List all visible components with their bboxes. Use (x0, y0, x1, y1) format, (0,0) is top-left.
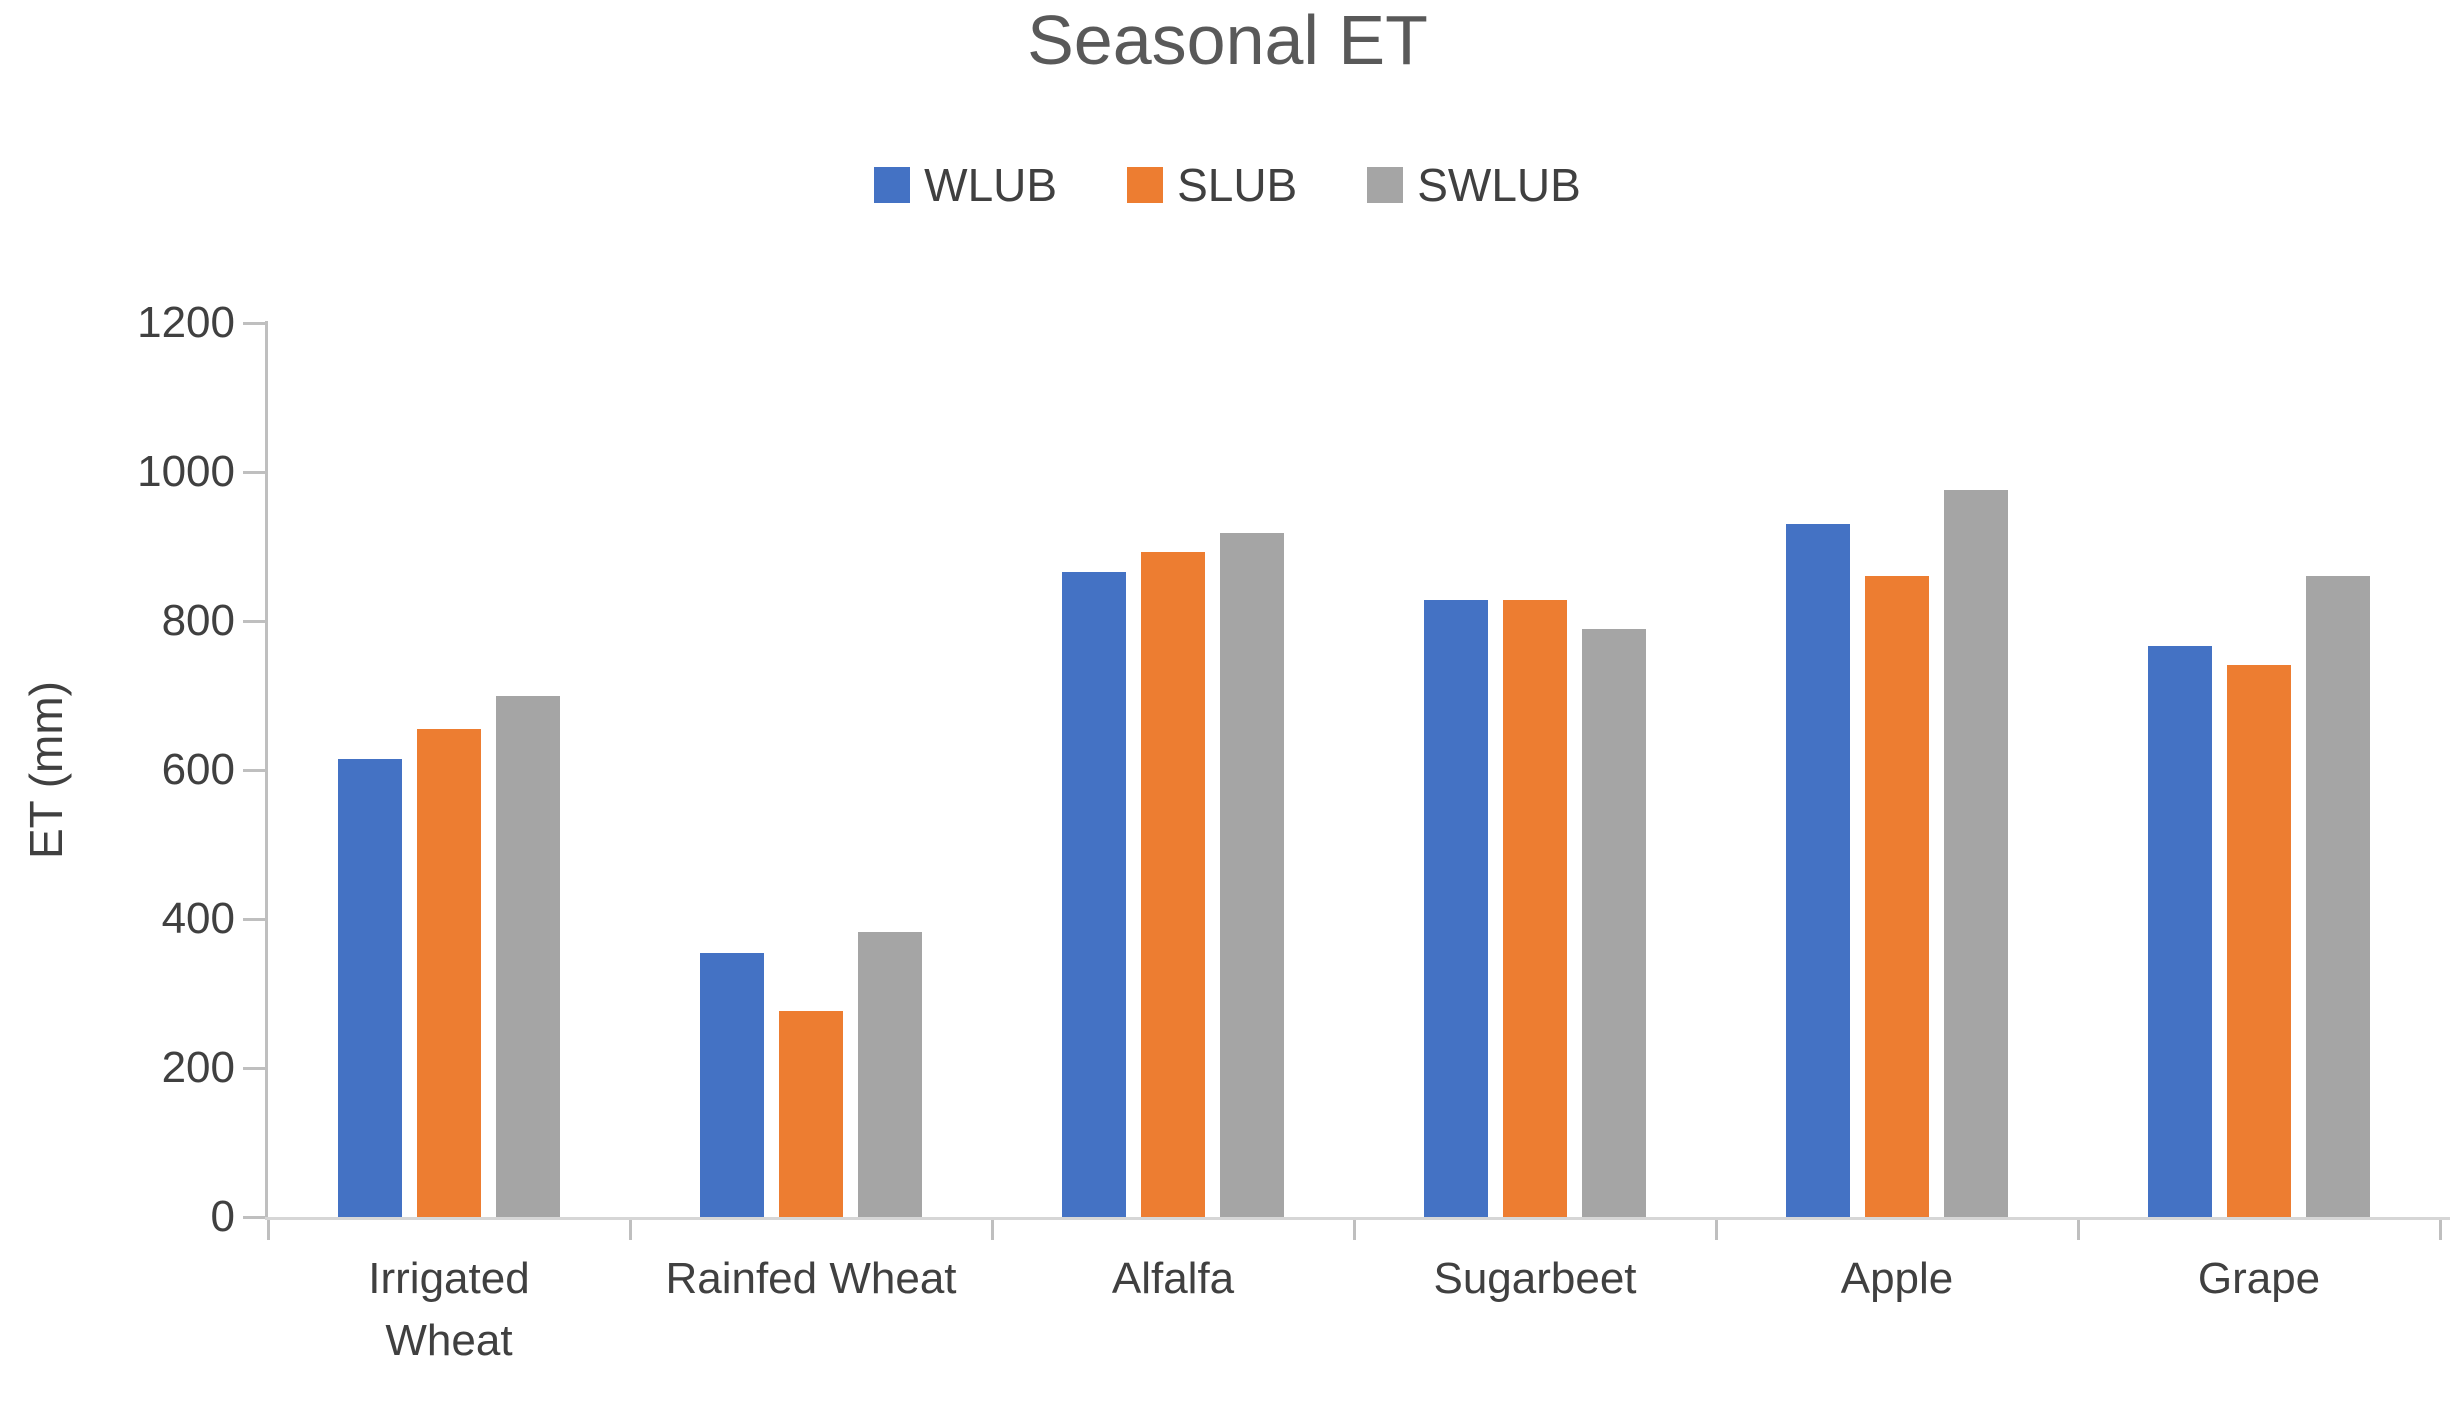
legend-swatch-slub (1127, 167, 1164, 203)
bar-wlub-irrigated-wheat (338, 758, 402, 1217)
bar-wlub-alfalfa (1062, 571, 1126, 1217)
category-label: Alfalfa (1111, 1254, 1235, 1303)
bar-swlub-grape (2306, 576, 2370, 1217)
x-axis-line (265, 1217, 2450, 1220)
category-label: Irrigated Wheat (368, 1254, 530, 1365)
bar-slub-apple (1865, 576, 1929, 1217)
y-tick-label: 400 (161, 894, 235, 943)
y-axis-tick (243, 769, 265, 772)
bar-wlub-rainfed-wheat (700, 952, 764, 1217)
x-axis-tick (990, 1220, 994, 1240)
legend-item-slub: SLUB (1127, 158, 1297, 212)
y-axis-tick (243, 1216, 265, 1219)
category-label: Rainfed Wheat (665, 1254, 957, 1303)
x-axis-tick (1714, 1220, 1718, 1240)
legend-label-swlub: SWLUB (1417, 159, 1581, 211)
y-tick-label: 1200 (137, 298, 235, 347)
bar-swlub-irrigated-wheat (496, 695, 560, 1217)
legend-label-wlub: WLUB (924, 159, 1058, 211)
x-axis-tick (1352, 1220, 1356, 1240)
bar-slub-sugarbeet (1503, 600, 1567, 1217)
legend-swatch-wlub (874, 167, 911, 203)
y-tick-label: 0 (210, 1192, 235, 1241)
y-axis-tick (243, 1067, 265, 1070)
y-axis-tick (243, 322, 265, 325)
bar-swlub-alfalfa (1220, 533, 1284, 1217)
legend-item-wlub: WLUB (874, 158, 1057, 212)
x-axis-tick (2438, 1220, 2442, 1240)
bar-wlub-grape (2148, 645, 2212, 1217)
bar-wlub-sugarbeet (1424, 600, 1488, 1217)
y-tick-label: 200 (161, 1043, 235, 1092)
y-axis-tick (243, 471, 265, 474)
category-label: Apple (1840, 1254, 1954, 1303)
x-axis-tick (2076, 1220, 2080, 1240)
bar-slub-grape (2227, 664, 2291, 1217)
y-axis-tick (243, 620, 265, 623)
legend-label-slub: SLUB (1177, 159, 1298, 211)
bar-swlub-apple (1944, 489, 2008, 1217)
bar-slub-irrigated-wheat (417, 729, 481, 1217)
category-label: Sugarbeet (1433, 1254, 1637, 1303)
legend: WLUB SLUB SWLUB (0, 158, 2455, 212)
bar-slub-rainfed-wheat (779, 1010, 843, 1217)
chart-title: Seasonal ET (1027, 1, 1428, 79)
y-tick-label: 1000 (137, 447, 235, 496)
legend-swatch-swlub (1367, 167, 1404, 203)
bar-wlub-apple (1786, 524, 1850, 1217)
y-axis-tick (243, 918, 265, 921)
y-axis-line (265, 321, 268, 1220)
x-axis-tick (628, 1220, 632, 1240)
y-tick-label: 600 (161, 745, 235, 794)
bar-swlub-sugarbeet (1582, 629, 1646, 1217)
bar-swlub-rainfed-wheat (858, 932, 922, 1217)
category-label: Grape (2197, 1254, 2321, 1303)
bar-slub-alfalfa (1141, 552, 1205, 1217)
legend-item-swlub: SWLUB (1367, 158, 1581, 212)
y-tick-label: 800 (161, 596, 235, 645)
x-axis-tick (266, 1220, 270, 1240)
